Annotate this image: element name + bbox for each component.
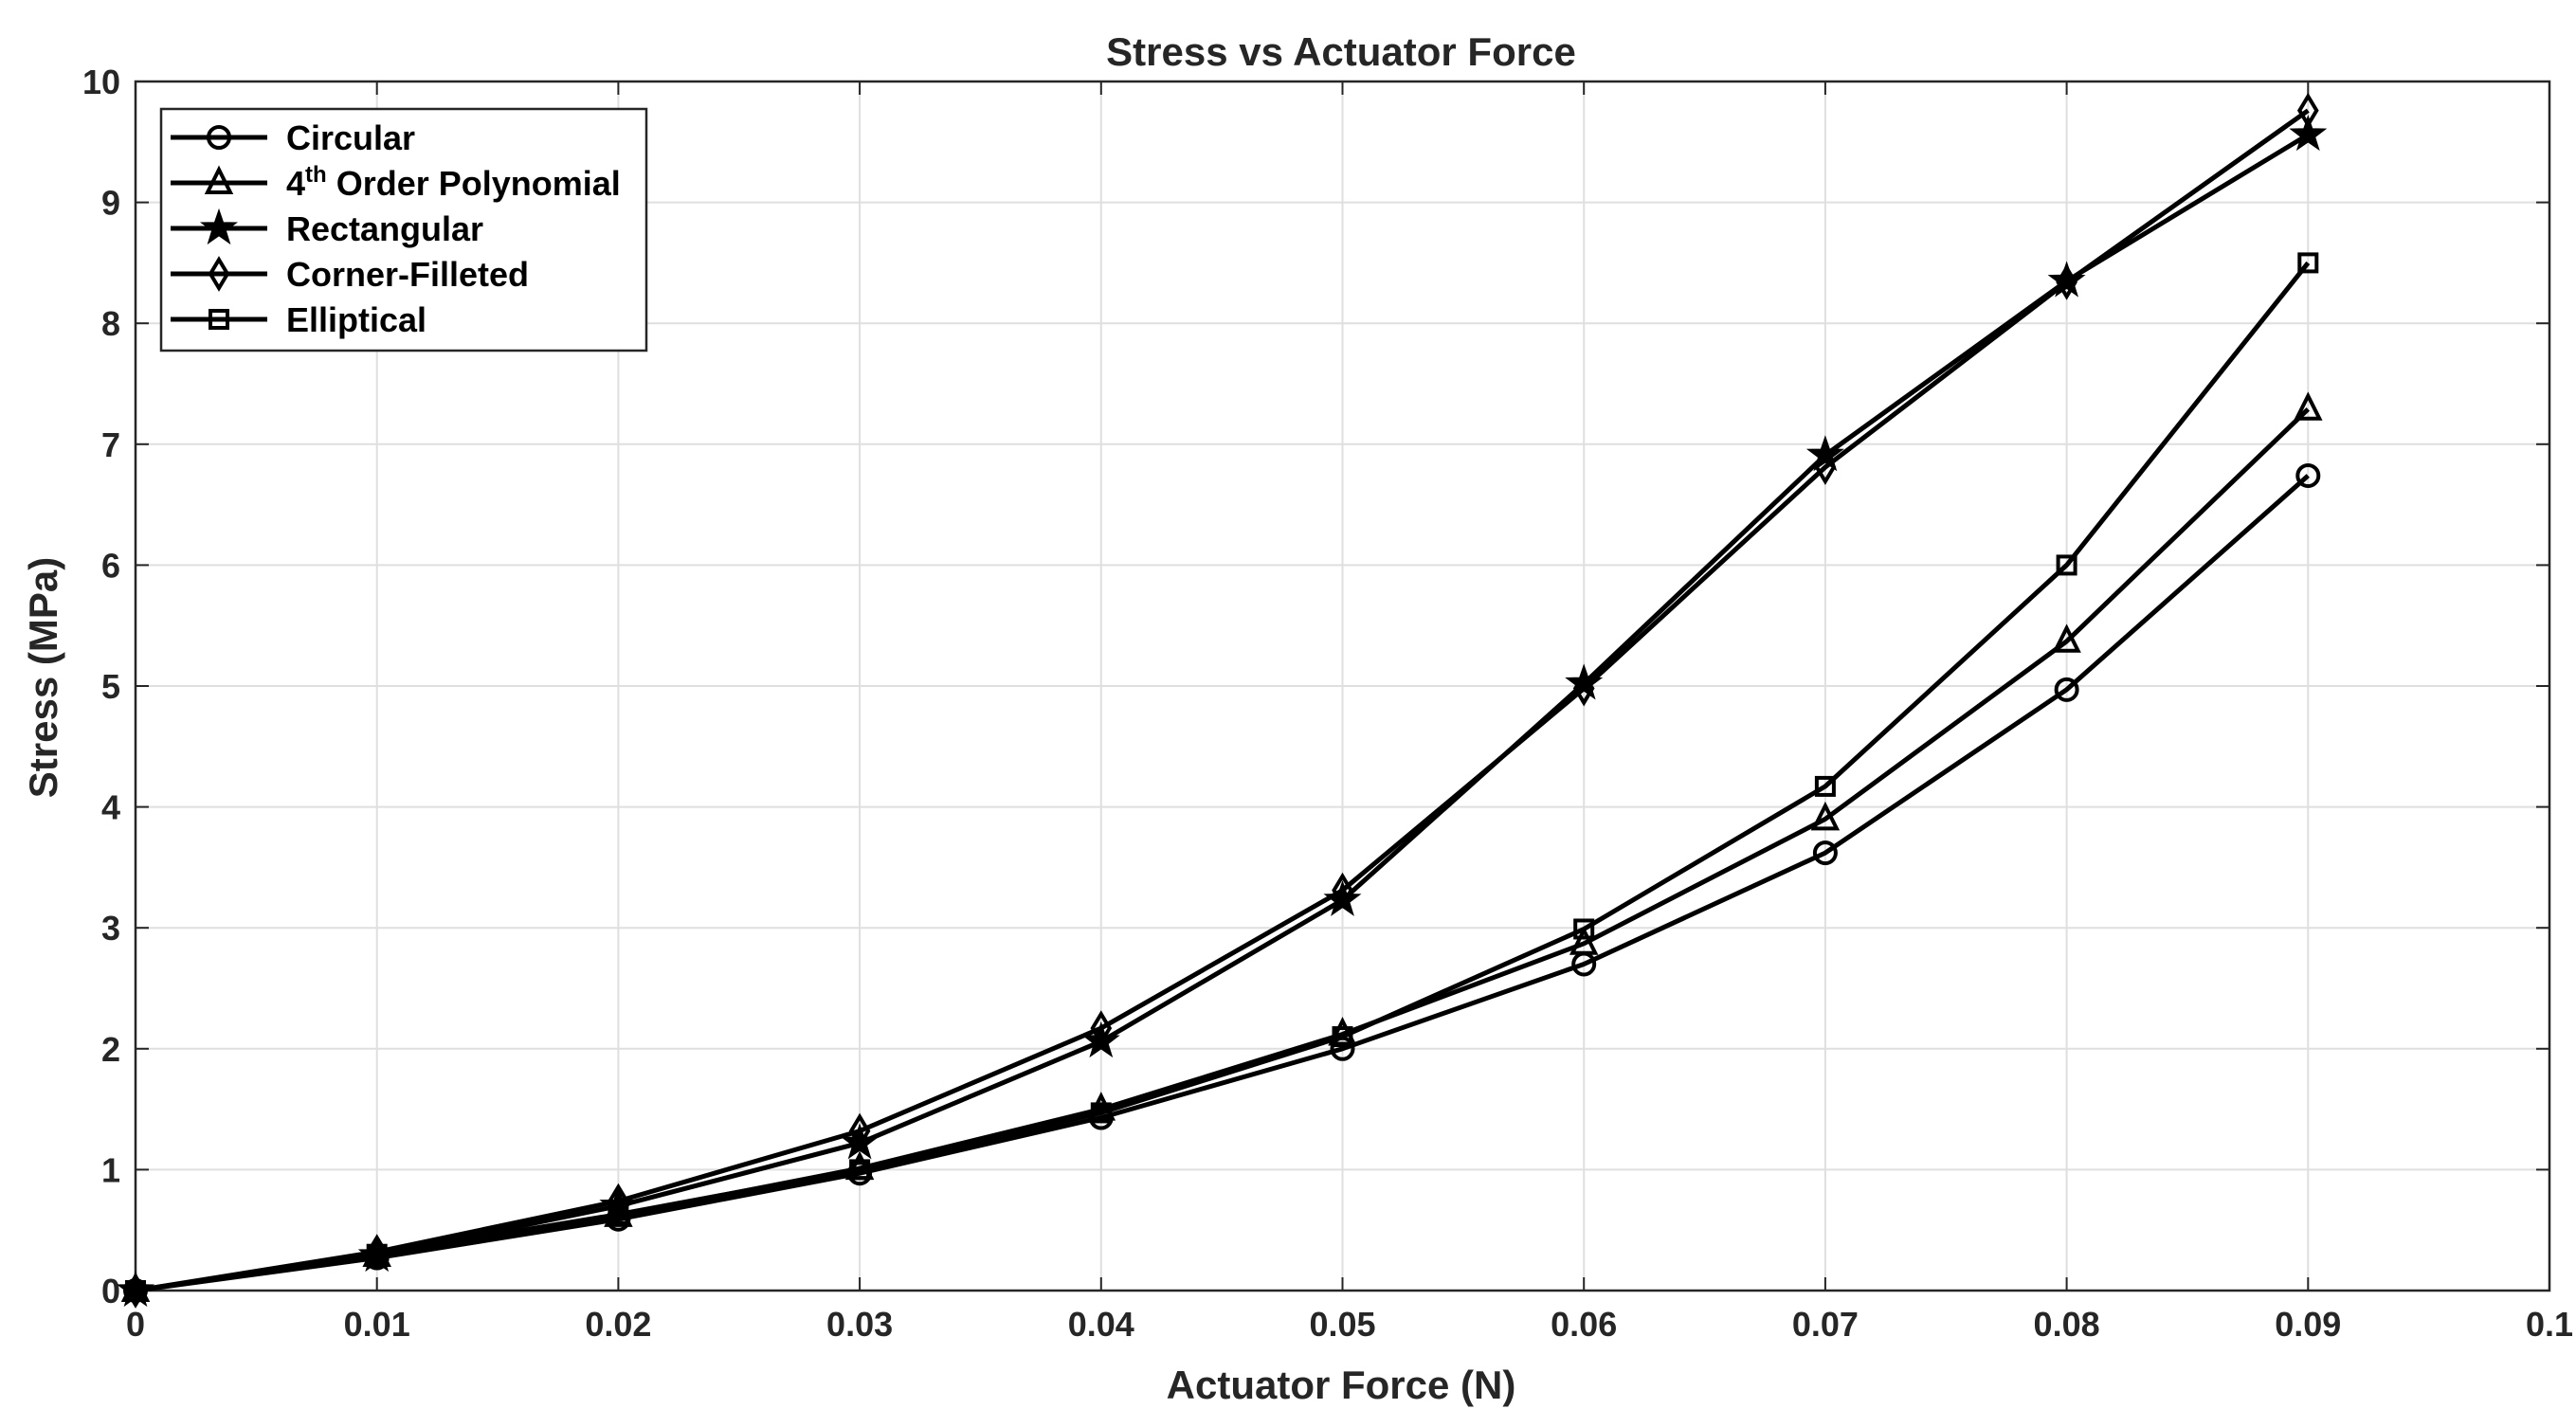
- data-point-triangle: [1810, 801, 1841, 831]
- x-tick-label: 0.05: [1309, 1305, 1375, 1344]
- y-tick-label: 9: [101, 184, 120, 223]
- x-tick-label: 0.1: [2526, 1305, 2573, 1344]
- x-tick-label: 0.08: [2034, 1305, 2100, 1344]
- data-point-diamond: [2296, 92, 2319, 129]
- data-point-diamond: [1332, 872, 1353, 909]
- data-point-diamond: [848, 1112, 871, 1149]
- y-tick-label: 10: [82, 63, 120, 101]
- plot-frame: [134, 80, 2551, 1292]
- data-point-square: [1332, 1026, 1353, 1048]
- x-tick-label: 0.07: [1792, 1305, 1859, 1344]
- legend-item-circle: Circular: [171, 118, 415, 157]
- data-point-triangle: [2294, 391, 2323, 421]
- y-tick-label: 0: [101, 1272, 120, 1310]
- legend-marker-circle-icon: [207, 125, 231, 150]
- y-tick-label: 1: [101, 1150, 120, 1189]
- legend-marker-triangle-icon: [204, 165, 234, 194]
- data-point-diamond: [1814, 449, 1837, 485]
- legend-item-star: Rectangular: [171, 208, 483, 248]
- data-point-circle: [1812, 840, 1838, 866]
- data-point-circle: [2054, 677, 2079, 702]
- y-tick-label: 4: [101, 788, 120, 827]
- y-tick-label: 2: [101, 1030, 120, 1069]
- legend-item-triangle: 4th Order Polynomial: [171, 162, 621, 203]
- data-point-diamond: [1572, 670, 1595, 707]
- legend-label: Circular: [286, 118, 415, 157]
- data-point-square: [1573, 918, 1595, 940]
- y-tick-label: 8: [101, 304, 120, 343]
- chart-title: Stress vs Actuator Force: [1106, 29, 1576, 74]
- data-point-circle: [2295, 462, 2321, 488]
- y-tick-label: 6: [101, 546, 120, 585]
- series-line-square: [135, 261, 2311, 1293]
- data-point-diamond: [1090, 1010, 1113, 1046]
- series-line-triangle: [135, 406, 2311, 1293]
- x-tick-label: 0.09: [2275, 1305, 2341, 1344]
- data-point-square: [2297, 252, 2319, 274]
- series-circle: [123, 462, 2321, 1303]
- x-tick-label: 0.03: [826, 1305, 893, 1344]
- y-tick-label: 7: [101, 425, 120, 464]
- data-point-triangle: [1569, 926, 1599, 955]
- legend-label: Corner-Filleted: [286, 255, 529, 294]
- data-point-diamond: [2056, 263, 2077, 300]
- x-tick-label: 0.02: [585, 1305, 651, 1344]
- series-layer: [116, 92, 2328, 1309]
- legend-item-square: Elliptical: [171, 300, 426, 339]
- series-line-circle: [135, 474, 2310, 1293]
- data-point-triangle: [2052, 623, 2081, 653]
- legend-label: 4th Order Polynomial: [286, 162, 621, 203]
- legend-marker-square-icon: [209, 309, 229, 330]
- y-axis-label: Stress (MPa): [21, 557, 65, 798]
- ticks-layer: 0 0.01 0.02 0.03 0.04 0.05 0.06 0.07 0.08 0.09 0.1…: [82, 63, 2573, 1344]
- data-point-star: [841, 1123, 880, 1160]
- data-point-triangle: [1086, 1092, 1116, 1121]
- data-point-square: [125, 1280, 146, 1301]
- series-line-star: [135, 132, 2310, 1293]
- series-diamond: [124, 92, 2319, 1309]
- series-line-diamond: [135, 108, 2310, 1293]
- x-tick-label: 0.06: [1551, 1305, 1617, 1344]
- legend-label: Elliptical: [286, 300, 426, 339]
- data-point-square: [366, 1243, 388, 1265]
- x-tick-label: 0.01: [344, 1305, 410, 1344]
- legend-marker-star-icon: [199, 208, 239, 245]
- x-tick-label: 0.04: [1068, 1305, 1134, 1344]
- series-square: [125, 252, 2319, 1301]
- y-tick-label: 3: [101, 909, 120, 948]
- y-tick-label: 5: [101, 667, 120, 706]
- data-point-square: [849, 1159, 871, 1181]
- x-tick-label: 0: [126, 1305, 145, 1344]
- data-point-square: [608, 1203, 629, 1225]
- data-point-square: [1814, 775, 1836, 797]
- data-point-square: [2056, 554, 2077, 576]
- legend-label: Rectangular: [286, 209, 483, 248]
- x-axis-label: Actuator Force (N): [1167, 1363, 1516, 1407]
- data-point-diamond: [124, 1273, 147, 1309]
- legend: Circular 4th Order Polynomial Rectangular C…: [159, 107, 648, 352]
- data-point-square: [1090, 1102, 1112, 1124]
- legend-marker-diamond-icon: [208, 256, 230, 292]
- data-point-star: [2289, 115, 2328, 152]
- series-triangle: [120, 391, 2323, 1302]
- legend-item-diamond: Corner-Filleted: [171, 255, 529, 294]
